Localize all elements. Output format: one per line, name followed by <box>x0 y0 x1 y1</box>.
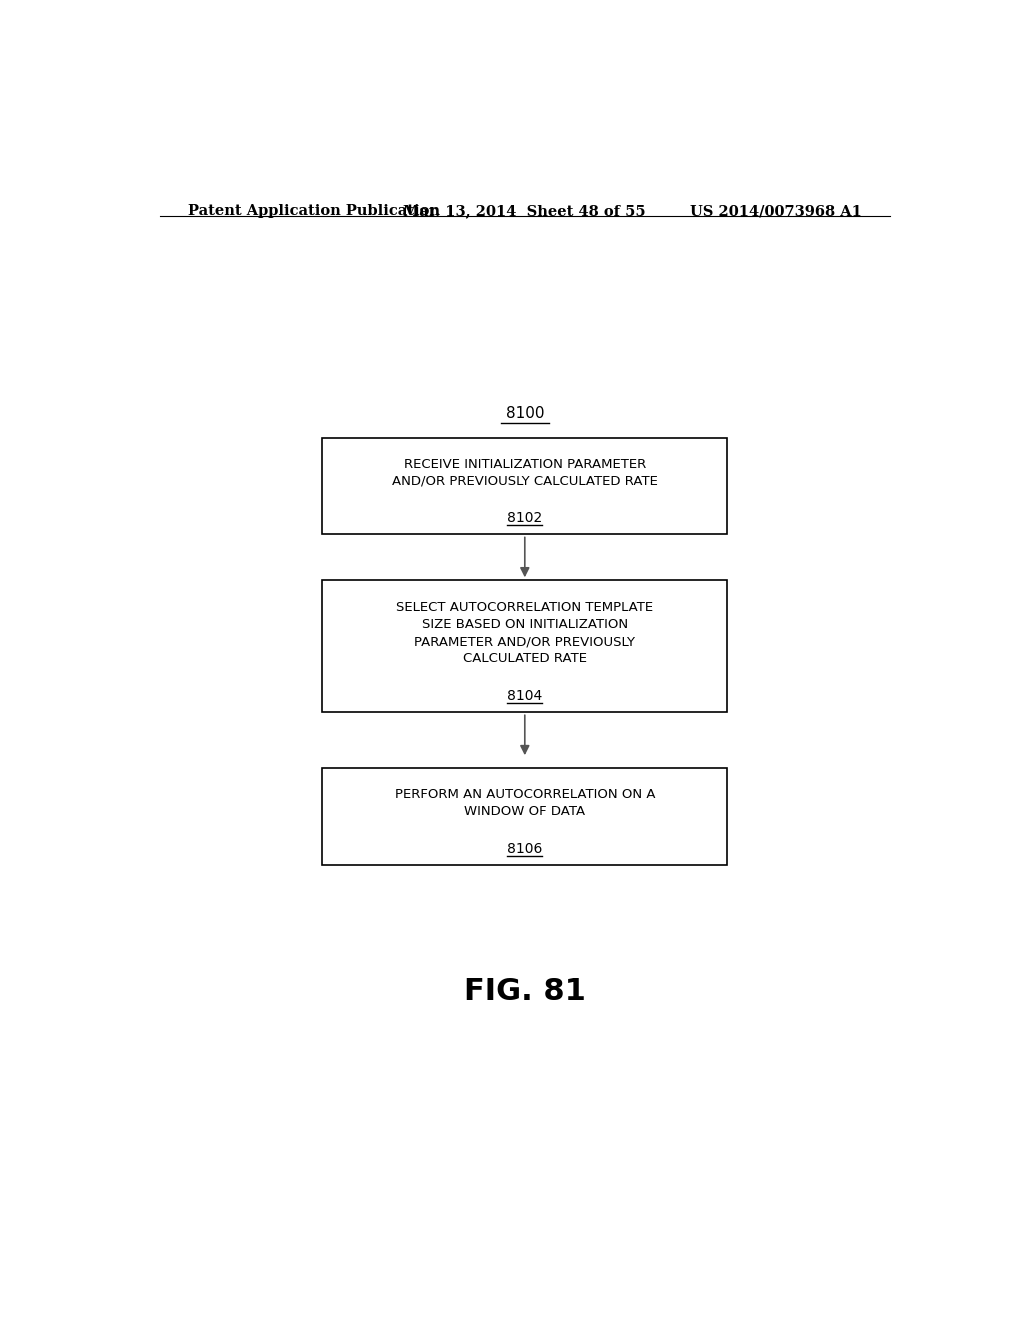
Text: US 2014/0073968 A1: US 2014/0073968 A1 <box>690 205 862 218</box>
Text: RECEIVE INITIALIZATION PARAMETER
AND/OR PREVIOUSLY CALCULATED RATE: RECEIVE INITIALIZATION PARAMETER AND/OR … <box>392 458 657 488</box>
Text: 8106: 8106 <box>507 842 543 855</box>
Bar <box>323 438 727 535</box>
Text: FIG. 81: FIG. 81 <box>464 977 586 1006</box>
Text: 8102: 8102 <box>507 511 543 525</box>
Text: 8104: 8104 <box>507 689 543 704</box>
Bar <box>323 581 727 713</box>
Text: SELECT AUTOCORRELATION TEMPLATE
SIZE BASED ON INITIALIZATION
PARAMETER AND/OR PR: SELECT AUTOCORRELATION TEMPLATE SIZE BAS… <box>396 601 653 665</box>
Text: 8100: 8100 <box>506 405 544 421</box>
Text: PERFORM AN AUTOCORRELATION ON A
WINDOW OF DATA: PERFORM AN AUTOCORRELATION ON A WINDOW O… <box>394 788 655 818</box>
Text: Mar. 13, 2014  Sheet 48 of 55: Mar. 13, 2014 Sheet 48 of 55 <box>403 205 646 218</box>
Text: Patent Application Publication: Patent Application Publication <box>187 205 439 218</box>
Bar <box>323 768 727 865</box>
